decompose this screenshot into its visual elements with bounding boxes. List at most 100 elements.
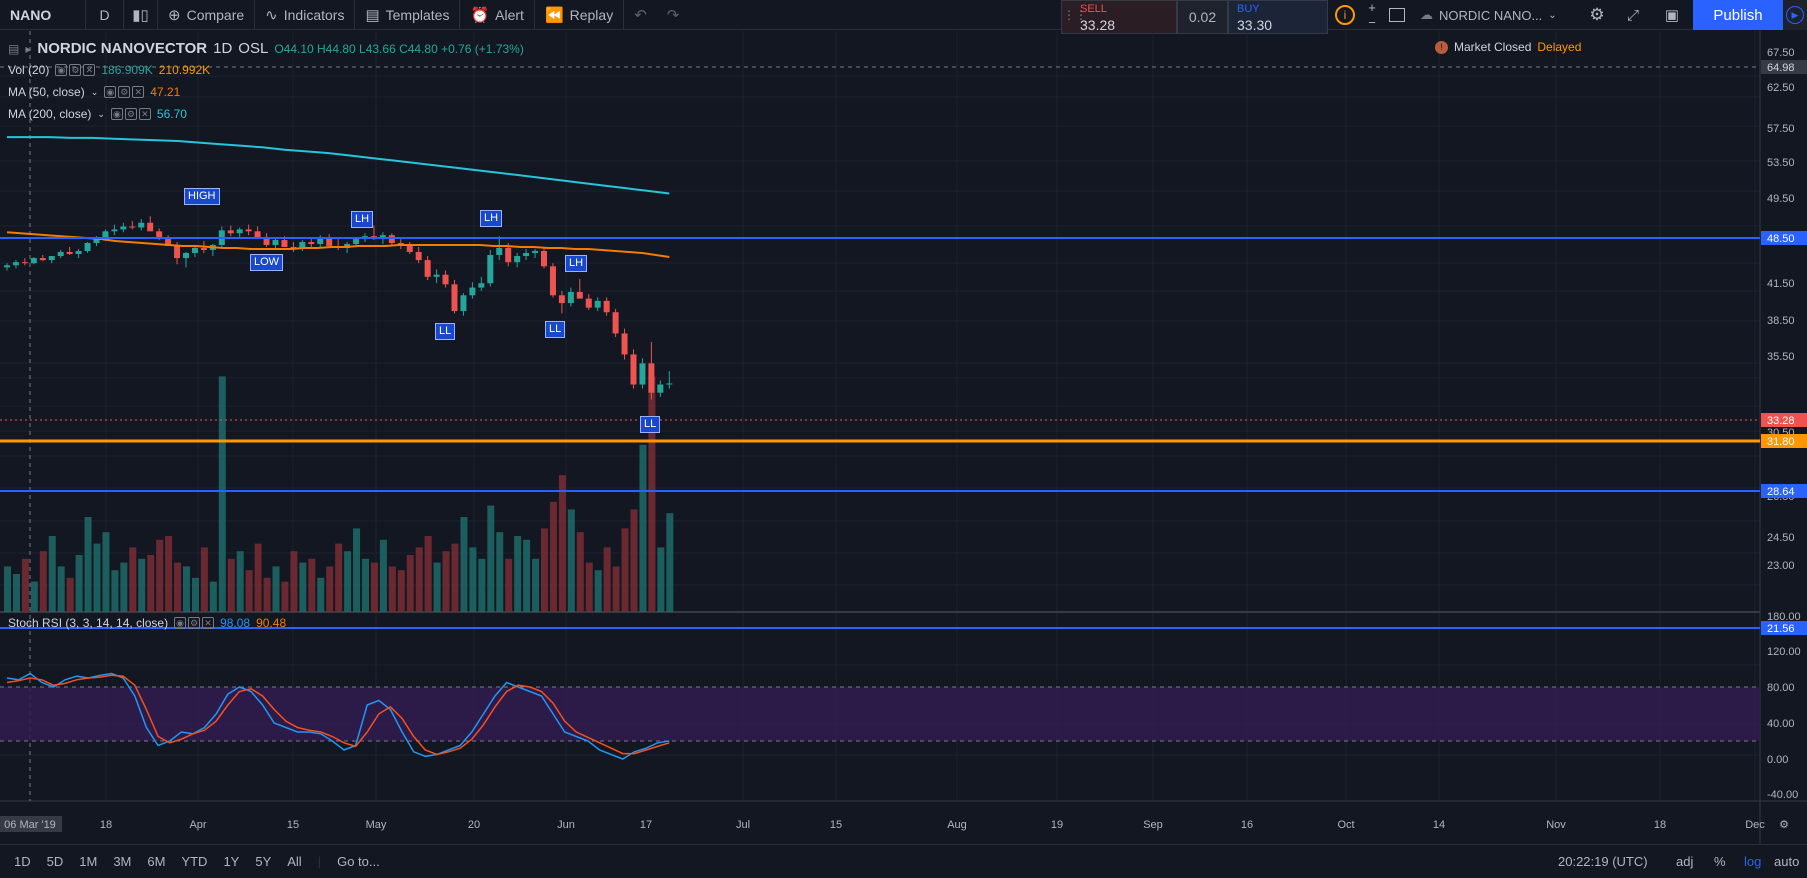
adj-toggle[interactable]: adj — [1676, 854, 1694, 869]
volume-bar — [379, 539, 387, 612]
play-button[interactable]: ▶ — [1783, 0, 1807, 30]
volume-bar — [433, 562, 441, 612]
time-tick: 17 — [640, 819, 652, 831]
compare-button[interactable]: ⊕ Compare — [158, 0, 256, 30]
annotation-ll-1[interactable]: LL — [435, 323, 456, 340]
legend-actions[interactable]: ◉ ⚙ ✕ — [174, 617, 215, 629]
range-ytd[interactable]: YTD — [181, 854, 208, 869]
price-tick: 38.50 — [1767, 315, 1795, 327]
volume-bar — [558, 475, 566, 612]
range-1y[interactable]: 1Y — [223, 854, 240, 869]
alarm-icon: ⏰ — [470, 6, 490, 24]
sell-button[interactable]: SELL 33.28 — [1061, 0, 1177, 34]
legend-actions[interactable]: ◉ ⚙ ✕ — [55, 64, 96, 76]
alert-button[interactable]: ⏰ Alert — [460, 0, 535, 30]
legend-actions[interactable]: ◉ ⚙ ✕ — [104, 86, 145, 98]
annotation-lh-2[interactable]: LH — [480, 210, 503, 227]
indicators-button[interactable]: ∿ Indicators — [255, 0, 356, 30]
stoch-label: Stoch RSI (3, 3, 14, 14, close) — [8, 616, 169, 630]
volume-bar — [245, 570, 253, 612]
volume-bar — [344, 551, 352, 612]
rewind-icon: ⏪ — [544, 6, 564, 24]
chart-style-button[interactable]: ▮▯ — [124, 0, 158, 30]
candle-body — [424, 260, 431, 277]
range-1m[interactable]: 1M — [79, 854, 98, 869]
time-tick: 16 — [1241, 819, 1253, 831]
volume-bar — [200, 547, 208, 612]
candle-body — [648, 363, 655, 393]
symbol-search[interactable]: NANO — [0, 0, 86, 30]
volume-bar — [174, 562, 182, 612]
price-tag-support-bg — [1761, 434, 1807, 448]
volume-bar — [30, 581, 38, 612]
undo-button[interactable]: ↶ — [624, 0, 657, 30]
close-icon: ✕ — [132, 86, 145, 98]
volume-bar — [469, 547, 477, 612]
collapse-icon[interactable]: ▤ — [8, 41, 20, 56]
annotation-high[interactable]: HIGH — [184, 188, 220, 205]
price-tick: 23.00 — [1767, 560, 1795, 572]
percent-toggle[interactable]: % — [1714, 854, 1726, 869]
range-6m[interactable]: 6M — [147, 854, 166, 869]
candle-body — [129, 226, 136, 228]
range-all[interactable]: All — [287, 854, 302, 869]
range-3m[interactable]: 3M — [113, 854, 132, 869]
annotation-low[interactable]: LOW — [250, 254, 284, 271]
price-tick: 24.50 — [1767, 532, 1795, 544]
plus-button[interactable]: + — [1362, 0, 1382, 15]
buy-price: 33.30 — [1237, 17, 1273, 33]
goto-button[interactable]: Go to... — [337, 854, 380, 869]
volume-bar — [406, 555, 414, 612]
account-selector[interactable]: ☁ NORDIC NANO... ⌄ — [1420, 0, 1575, 30]
minus-button[interactable]: − — [1362, 15, 1382, 30]
chevron-down-icon: ⌄ — [1548, 9, 1557, 21]
chevron-down-icon[interactable]: ⌄ — [97, 108, 105, 119]
redo-button[interactable]: ↷ — [657, 0, 690, 30]
price-tag-blue-3: 21.56 — [1767, 623, 1795, 635]
indicators-icon: ∿ — [265, 6, 278, 24]
interval-button[interactable]: D — [86, 0, 124, 30]
annotation-lh-3[interactable]: LH — [565, 255, 588, 272]
legend-title[interactable]: NORDIC NANOVECTOR — [37, 40, 208, 57]
log-toggle[interactable]: log — [1744, 854, 1762, 869]
price-tick: 35.50 — [1767, 351, 1795, 363]
stoch-d-value: 90.48 — [256, 616, 287, 630]
volume-bar — [639, 444, 647, 612]
volume-bar — [147, 555, 155, 612]
info-button[interactable]: i — [1330, 0, 1360, 30]
candle-body — [576, 291, 583, 299]
chart-canvas[interactable]: 67.5062.5057.5053.5049.5045.5041.5038.50… — [0, 31, 1807, 844]
candle-body — [272, 240, 279, 245]
annotation-ll-2[interactable]: LL — [545, 321, 566, 338]
buy-button[interactable]: BUY 33.30 — [1228, 0, 1328, 34]
candle-body — [353, 239, 360, 244]
volume-bar — [532, 558, 540, 612]
fullscreen-button[interactable]: ⤢ — [1616, 0, 1650, 30]
range-1d[interactable]: 1D — [14, 854, 31, 869]
time-tick: Nov — [1546, 819, 1566, 831]
templates-button[interactable]: ▤ Templates — [355, 0, 461, 30]
chart-area[interactable]: 67.5062.5057.5053.5049.5045.5041.5038.50… — [0, 31, 1807, 844]
annotation-ll-3[interactable]: LL — [640, 416, 661, 433]
drag-handle-icon[interactable]: ⋮⋮ — [1063, 8, 1087, 22]
settings-button[interactable]: ⚙ — [1580, 0, 1614, 30]
legend-actions[interactable]: ◉ ⚙ ✕ — [110, 108, 151, 120]
replay-button[interactable]: ⏪ Replay — [535, 0, 625, 30]
auto-toggle[interactable]: auto — [1774, 854, 1800, 869]
layout-button[interactable] — [1384, 0, 1410, 30]
annotation-lh-1[interactable]: LH — [351, 211, 374, 228]
cloud-icon: ☁ — [1420, 7, 1433, 22]
range-5y[interactable]: 5Y — [255, 854, 272, 869]
price-tag-current: 33.28 — [1767, 415, 1795, 427]
range-5d[interactable]: 5D — [46, 854, 64, 869]
info-icon: i — [1335, 5, 1355, 25]
candle-body — [621, 333, 628, 355]
candle-body — [567, 291, 574, 304]
publish-button[interactable]: Publish — [1693, 0, 1783, 30]
snapshot-button[interactable]: ▣ — [1654, 0, 1690, 30]
chevron-down-icon[interactable]: ⌄ — [90, 86, 99, 97]
candle-body — [308, 242, 315, 244]
price-tag-top-bg — [1761, 60, 1807, 74]
volume-bar — [442, 551, 450, 612]
undo-icon: ↶ — [634, 6, 647, 24]
